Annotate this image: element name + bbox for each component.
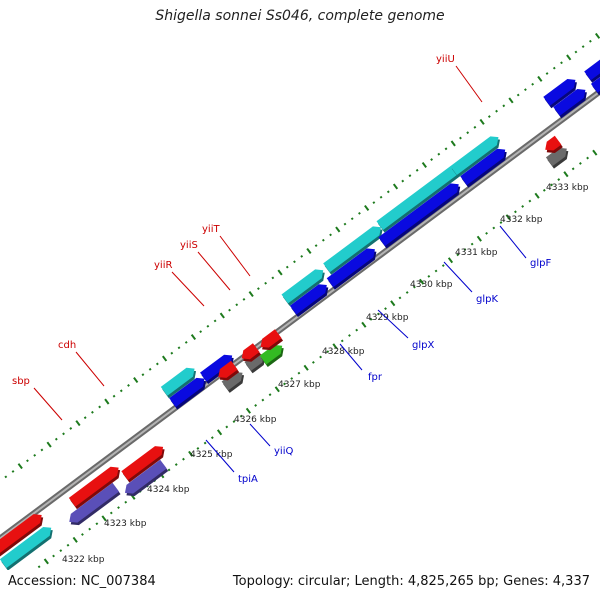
gene-arrow[interactable]	[289, 284, 329, 318]
lower-dot-track	[4, 32, 600, 479]
gene-label[interactable]: yiiR	[154, 260, 172, 271]
gene-arrow[interactable]	[221, 371, 245, 393]
tick-label: 4327 kbp	[278, 380, 321, 390]
gene-arrow[interactable]	[160, 367, 197, 399]
tick-label: 4328 kbp	[322, 347, 365, 357]
tick-label: 4326 kbp	[234, 415, 277, 425]
label-leader-line	[205, 439, 235, 473]
tick-label: 4332 kbp	[500, 215, 543, 225]
label-leader-line	[377, 309, 409, 339]
gene-label[interactable]: glpK	[476, 294, 498, 305]
gene-arrow[interactable]	[545, 135, 563, 154]
gene-arrow[interactable]	[323, 226, 383, 275]
tick-label: 4324 kbp	[147, 485, 190, 495]
gene-arrow[interactable]	[545, 147, 569, 169]
label-leader-line	[443, 261, 473, 293]
gene-label[interactable]: fpr	[368, 372, 383, 383]
gene-arrow[interactable]	[326, 248, 377, 290]
gene-label[interactable]: glpX	[412, 340, 434, 351]
genome-summary-text: Topology: circular; Length: 4,825,265 bp…	[232, 574, 590, 589]
gene-arrow[interactable]	[218, 360, 240, 381]
gene-arrow[interactable]	[450, 136, 500, 178]
tick-label: 4329 kbp	[366, 313, 409, 323]
gene-label[interactable]: cdh	[58, 340, 76, 351]
label-leader-line	[75, 351, 105, 387]
accession-text: Accession: NC_007384	[8, 574, 156, 589]
gene-label[interactable]: sbp	[12, 376, 30, 387]
gene-arrow[interactable]	[200, 354, 234, 384]
gene-arrow[interactable]	[244, 353, 266, 374]
label-leader-line	[339, 343, 363, 371]
label-leader-line	[171, 271, 205, 307]
gene-label[interactable]: yiiQ	[274, 446, 293, 457]
upper-dot-track	[37, 149, 598, 569]
label-leader-line	[197, 251, 231, 291]
gene-label-group: sbp cdh yiiR yiiS yiiT yiiU tpiA yiiQ fpr glpX glp…	[12, 54, 551, 485]
tick-label: 4331 kbp	[455, 248, 498, 258]
tick-label: 4323 kbp	[104, 519, 147, 529]
gene-arrow[interactable]	[260, 329, 284, 351]
gene-arrow[interactable]	[124, 459, 169, 497]
gene-label[interactable]: yiiS	[180, 240, 198, 251]
tick-label: 4322 kbp	[62, 555, 105, 565]
tick-label: 4333 kbp	[546, 183, 589, 193]
label-leader-line	[249, 423, 271, 447]
gene-arrow[interactable]	[169, 377, 207, 410]
gene-arrow[interactable]	[376, 166, 460, 233]
gene-label[interactable]: yiiU	[436, 54, 455, 65]
map-title: Shigella sonnei Ss046, complete genome	[155, 8, 445, 24]
gene-arrow[interactable]	[68, 466, 121, 510]
tick-label: 4325 kbp	[190, 450, 233, 460]
label-leader-line	[455, 65, 483, 103]
label-leader-line	[219, 235, 251, 277]
tick-label-group: 4322 kbp 4323 kbp 4324 kbp 4325 kbp 4326 kbp…	[62, 183, 589, 565]
gene-arrow[interactable]	[0, 514, 44, 558]
gene-features[interactable]	[0, 51, 600, 570]
gene-label[interactable]: glpF	[530, 258, 551, 269]
gene-arrow[interactable]	[259, 344, 284, 367]
gene-label[interactable]: yiiT	[202, 224, 220, 235]
gene-arrow[interactable]	[460, 148, 507, 188]
tick-label: 4330 kbp	[410, 280, 453, 290]
gene-arrow[interactable]	[543, 78, 577, 109]
gene-arrow[interactable]	[590, 64, 600, 96]
gene-arrow[interactable]	[281, 269, 325, 306]
gene-arrow[interactable]	[0, 526, 53, 570]
gene-arrow[interactable]	[69, 482, 121, 526]
label-leader-line	[499, 225, 527, 259]
label-leader-line	[33, 387, 63, 421]
gene-label[interactable]: tpiA	[238, 474, 258, 485]
gene-arrow[interactable]	[121, 446, 165, 483]
label-leaders	[33, 65, 527, 473]
gene-arrow[interactable]	[553, 89, 587, 119]
gene-arrow[interactable]	[378, 183, 461, 249]
gene-arrow[interactable]	[241, 343, 262, 362]
gene-arrow[interactable]	[584, 51, 600, 83]
genome-map[interactable]: 4322 kbp 4323 kbp 4324 kbp 4325 kbp 4326 kbp…	[0, 0, 600, 570]
